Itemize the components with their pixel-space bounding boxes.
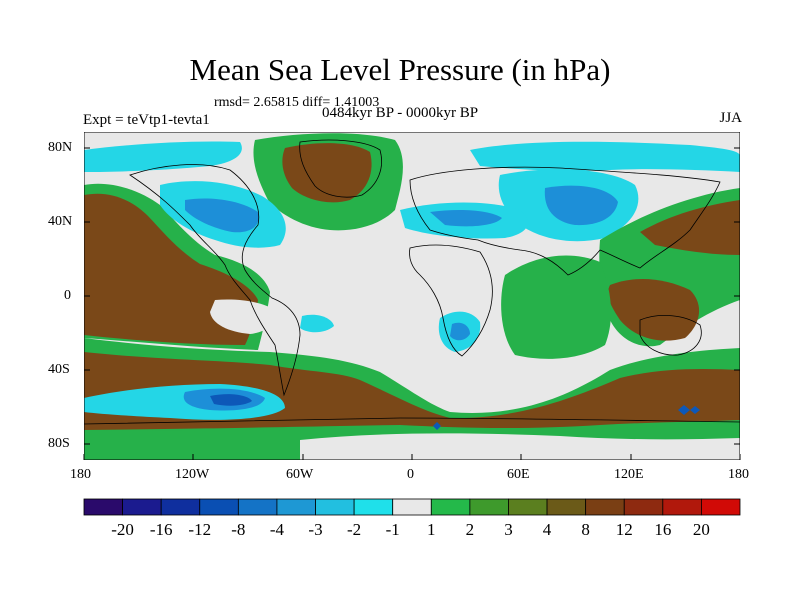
- colorbar-label: -4: [269, 520, 285, 539]
- field-green-indian: [501, 255, 612, 359]
- colorbar-swatch: [546, 498, 587, 516]
- x-tick-120w: 120W: [175, 467, 210, 482]
- y-tick-40n: 40N: [48, 214, 73, 229]
- colorbar-label: -3: [308, 520, 323, 539]
- colorbar-swatch: [199, 498, 239, 516]
- coastlines: [84, 139, 740, 425]
- colorbar-label: -16: [149, 520, 173, 539]
- colorbar-swatch: [353, 498, 394, 516]
- map-title: Mean Sea Level Pressure (in hPa): [189, 52, 611, 87]
- map-panel: [84, 132, 740, 460]
- colorbar-label: 16: [654, 520, 672, 539]
- x-tick-180e: 180: [728, 467, 749, 482]
- colorbar-swatch: [701, 498, 741, 516]
- period-text: 0484kyr BP - 0000kyr BP: [321, 105, 479, 121]
- colorbar-label: 2: [465, 520, 475, 539]
- colorbar-swatch: [508, 498, 548, 516]
- colorbar: [83, 498, 741, 516]
- y-tick-80n: 80N: [48, 140, 73, 155]
- colorbar-label: 3: [504, 520, 513, 539]
- field-brown-npacific: [640, 200, 740, 255]
- x-tick-60w: 60W: [286, 467, 314, 482]
- x-tick-60e: 60E: [507, 467, 530, 482]
- colorbar-swatch: [392, 498, 432, 516]
- field-neutral-antarctic: [300, 433, 740, 460]
- stats-text: rmsd= 2.65815 diff= 1.41003: [214, 95, 380, 110]
- colorbar-swatch: [469, 498, 509, 516]
- field-brown-greenland: [282, 143, 372, 203]
- colorbar-swatch: [122, 498, 162, 516]
- field-cyan-arctic-east: [470, 141, 740, 172]
- field-blue-namerica: [185, 198, 259, 233]
- colorbar-label: 20: [692, 520, 710, 539]
- colorbar-label: 12: [615, 520, 633, 539]
- colorbar-swatch: [623, 498, 664, 516]
- colorbar-swatch: [662, 498, 702, 516]
- x-tick-0: 0: [407, 467, 414, 482]
- field-blue-asia: [544, 185, 618, 226]
- colorbar-label: 4: [542, 520, 552, 539]
- colorbar-label: -2: [347, 520, 362, 539]
- field-blue-europe: [430, 210, 502, 227]
- colorbar-swatch: [276, 498, 316, 516]
- axis-ticks: [83, 147, 741, 460]
- field-blue-africa: [450, 322, 470, 341]
- experiment-label: Expt = teVtp1-tevta1: [83, 112, 210, 128]
- colorbar-label: 8: [581, 520, 590, 539]
- colorbar-swatch: [237, 498, 278, 516]
- colorbar-swatch: [160, 498, 201, 516]
- y-tick-0: 0: [64, 288, 71, 303]
- colorbar-swatch: [585, 498, 625, 516]
- x-tick-180w: 180: [70, 467, 91, 482]
- field-brown-indonesia: [608, 278, 700, 341]
- y-tick-80s: 80S: [48, 436, 70, 451]
- colorbar-label: -12: [188, 520, 212, 539]
- colorbar-swatch: [430, 498, 471, 516]
- colorbar-label: -1: [385, 520, 400, 539]
- y-tick-40s: 40S: [48, 362, 70, 377]
- field-cyan-arctic: [84, 141, 242, 172]
- season-label: JJA: [719, 110, 742, 126]
- colorbar-swatch: [83, 498, 123, 516]
- field-darkblue-south: [210, 394, 252, 406]
- colorbar-swatch: [315, 498, 355, 516]
- colorbar-label: -8: [231, 520, 246, 539]
- field-neutral-pacific-eq: [210, 299, 277, 334]
- field-cyan-pacific-eq: [300, 314, 334, 333]
- colorbar-label: -20: [111, 520, 134, 539]
- x-tick-120e: 120E: [614, 467, 644, 482]
- colorbar-label: 1: [427, 520, 436, 539]
